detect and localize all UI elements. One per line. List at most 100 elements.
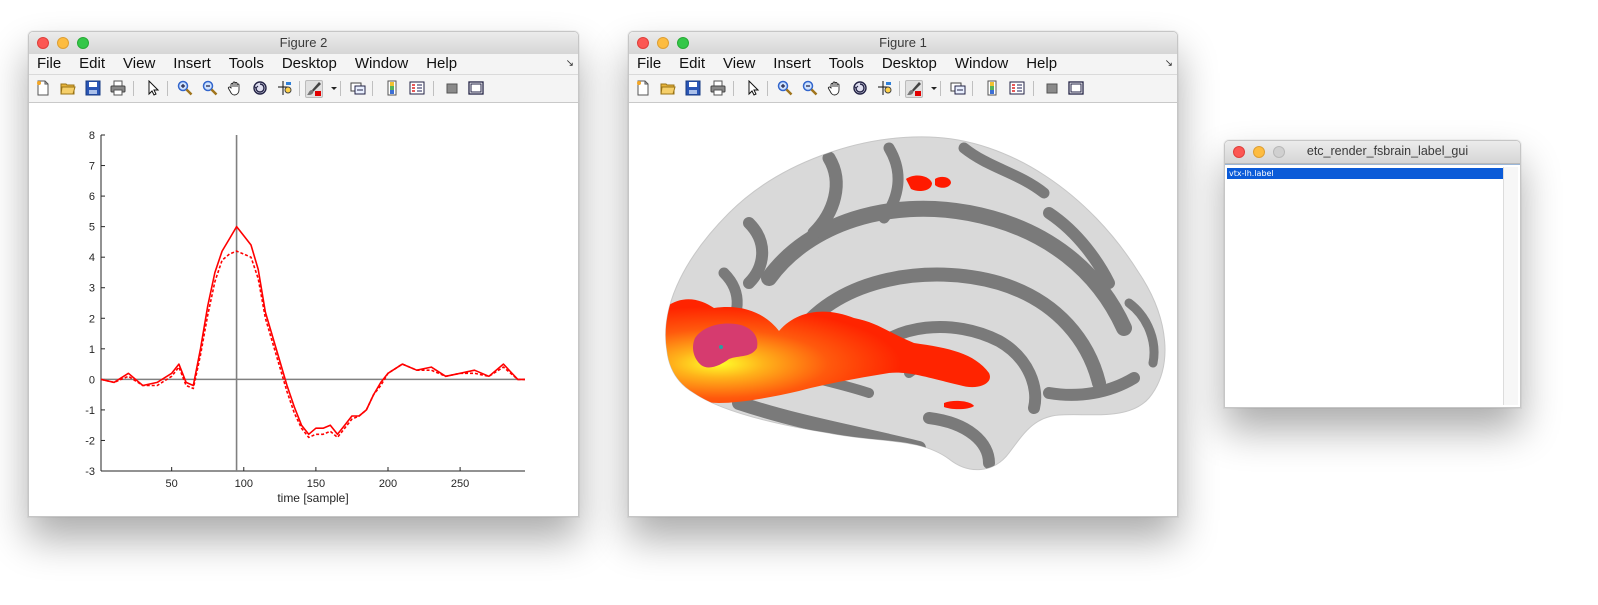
print-icon[interactable] <box>710 80 726 96</box>
toolbar-separator <box>340 81 341 96</box>
label-gui-titlebar[interactable]: etc_render_fsbrain_label_gui <box>1225 141 1520 164</box>
pan-hand-icon[interactable] <box>227 80 243 96</box>
menu-view[interactable]: View <box>723 55 756 72</box>
brush-dropdown-icon[interactable] <box>326 80 337 96</box>
menu-help[interactable]: Help <box>426 55 458 72</box>
y-tick-label: 4 <box>89 252 95 264</box>
menu-tools[interactable]: Tools <box>828 55 864 72</box>
figure-1-window: Figure 1 File Edit View Insert Tools Des… <box>628 31 1178 517</box>
series-line-solid <box>100 225 525 436</box>
new-file-icon[interactable] <box>635 80 651 96</box>
y-tick-label: -2 <box>85 435 95 447</box>
y-tick-label: 1 <box>89 344 95 356</box>
selected-label-patch[interactable] <box>693 323 758 368</box>
new-file-icon[interactable] <box>35 80 51 96</box>
window-title: Figure 2 <box>279 35 328 50</box>
brain-render-canvas[interactable] <box>629 103 1177 516</box>
menu-file[interactable]: File <box>37 55 62 72</box>
toolbar-separator <box>899 81 900 96</box>
data-cursor-icon[interactable] <box>877 80 893 96</box>
label-listbox[interactable]: vtx-lh.label <box>1225 164 1520 407</box>
pointer-icon[interactable] <box>145 80 161 96</box>
y-tick-label: 3 <box>89 283 95 295</box>
label-gui-window: etc_render_fsbrain_label_gui vtx-lh.labe… <box>1224 140 1521 408</box>
y-tick-label: -1 <box>85 405 95 417</box>
toolbar-separator <box>733 81 734 96</box>
dock-arrow-icon[interactable]: ↘ <box>1164 58 1173 69</box>
menu-bar: File Edit View Insert Tools Desktop Wind… <box>29 54 578 75</box>
dock-arrow-icon[interactable]: ↘ <box>565 58 574 69</box>
y-tick-label: 0 <box>89 374 95 386</box>
menu-window[interactable]: Window <box>954 55 1009 72</box>
line-chart[interactable]: -3 -2 -1 0 1 2 3 4 5 6 7 8 50 100 150 200 250 time [sampl… <box>29 103 576 514</box>
data-cursor-icon[interactable] <box>277 80 293 96</box>
brush-dropdown-icon[interactable] <box>926 80 937 96</box>
colorbar-icon[interactable] <box>384 80 400 96</box>
maximize-icon[interactable] <box>77 37 89 49</box>
pan-hand-icon[interactable] <box>827 80 843 96</box>
plot-canvas[interactable]: -3 -2 -1 0 1 2 3 4 5 6 7 8 50 100 150 200 250 time [sampl… <box>29 103 578 516</box>
close-icon[interactable] <box>37 37 49 49</box>
save-icon[interactable] <box>85 80 101 96</box>
menu-view[interactable]: View <box>123 55 156 72</box>
menu-bar: File Edit View Insert Tools Desktop Wind… <box>629 54 1177 75</box>
open-folder-icon[interactable] <box>60 80 76 96</box>
legend-icon[interactable] <box>409 80 425 96</box>
zoom-in-icon[interactable] <box>777 80 793 96</box>
menu-file[interactable]: File <box>637 55 662 72</box>
zoom-out-icon[interactable] <box>202 80 218 96</box>
hide-plot-tools-icon[interactable] <box>1044 80 1060 96</box>
label-center-marker <box>719 345 723 349</box>
menu-insert[interactable]: Insert <box>173 55 211 72</box>
menu-tools[interactable]: Tools <box>228 55 264 72</box>
x-tick-label: 100 <box>235 478 253 490</box>
close-icon[interactable] <box>637 37 649 49</box>
menu-help[interactable]: Help <box>1026 55 1058 72</box>
menu-edit[interactable]: Edit <box>79 55 106 72</box>
menu-desktop[interactable]: Desktop <box>881 55 937 72</box>
menu-edit[interactable]: Edit <box>679 55 706 72</box>
brush-icon[interactable] <box>305 80 323 98</box>
zoom-in-icon[interactable] <box>177 80 193 96</box>
figure-1-titlebar[interactable]: Figure 1 <box>629 32 1177 55</box>
zoom-out-icon[interactable] <box>802 80 818 96</box>
figure-2-window: Figure 2 File Edit View Insert Tools Des… <box>28 31 579 517</box>
toolbar-separator <box>133 81 134 96</box>
hide-plot-tools-icon[interactable] <box>444 80 460 96</box>
link-plot-icon[interactable] <box>950 80 966 96</box>
maximize-icon[interactable] <box>677 37 689 49</box>
y-tick-label: 6 <box>89 191 95 203</box>
toolbar-separator <box>1033 81 1034 96</box>
show-plot-tools-icon[interactable] <box>468 80 484 96</box>
rotate-3d-icon[interactable] <box>252 80 268 96</box>
menu-window[interactable]: Window <box>354 55 409 72</box>
toolbar-separator <box>167 81 168 96</box>
figure-2-titlebar[interactable]: Figure 2 <box>29 32 578 55</box>
y-tick-label: -3 <box>85 466 95 478</box>
x-tick-label: 250 <box>451 478 469 490</box>
list-item[interactable]: vtx-lh.label <box>1227 168 1503 179</box>
maximize-icon <box>1273 146 1285 158</box>
toolbar-separator <box>299 81 300 96</box>
brain-surface-render[interactable] <box>629 103 1175 514</box>
legend-icon[interactable] <box>1009 80 1025 96</box>
minimize-icon[interactable] <box>1253 146 1265 158</box>
minimize-icon[interactable] <box>57 37 69 49</box>
menu-desktop[interactable]: Desktop <box>281 55 337 72</box>
vertical-scrollbar[interactable] <box>1503 167 1518 405</box>
link-plot-icon[interactable] <box>350 80 366 96</box>
rotate-3d-icon[interactable] <box>852 80 868 96</box>
x-axis-label: time [sample] <box>277 491 348 505</box>
show-plot-tools-icon[interactable] <box>1068 80 1084 96</box>
brush-icon[interactable] <box>905 80 923 98</box>
open-folder-icon[interactable] <box>660 80 676 96</box>
print-icon[interactable] <box>110 80 126 96</box>
colorbar-icon[interactable] <box>984 80 1000 96</box>
close-icon[interactable] <box>1233 146 1245 158</box>
menu-insert[interactable]: Insert <box>773 55 811 72</box>
window-title: Figure 1 <box>879 35 927 50</box>
pointer-icon[interactable] <box>745 80 761 96</box>
toolbar-separator <box>767 81 768 96</box>
minimize-icon[interactable] <box>657 37 669 49</box>
save-icon[interactable] <box>685 80 701 96</box>
